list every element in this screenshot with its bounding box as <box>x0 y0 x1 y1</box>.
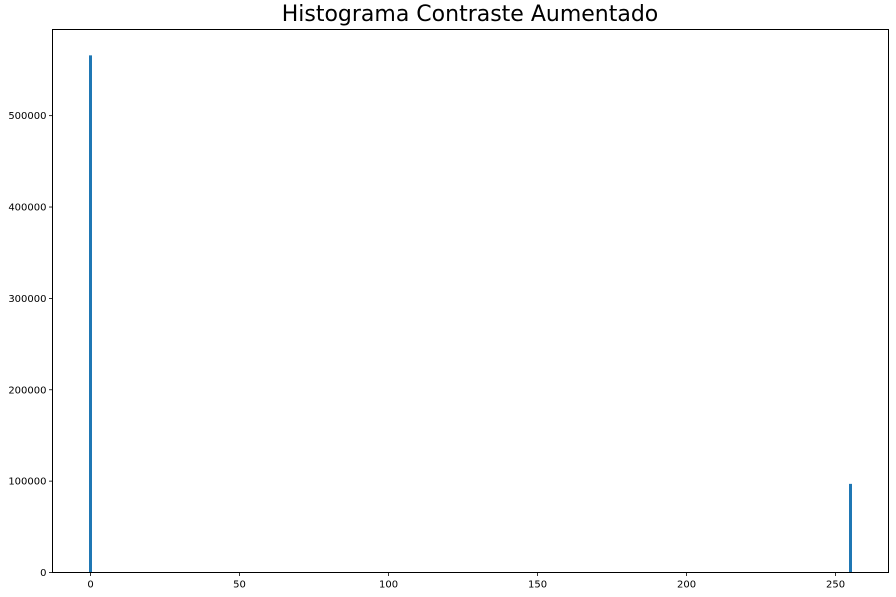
y-tick-label: 400000 <box>8 203 46 214</box>
chart-title: Histograma Contraste Aumentado <box>281 2 659 27</box>
histogram-bar <box>849 483 852 573</box>
y-tick-label: 200000 <box>8 385 46 396</box>
y-axis: 0 100000 200000 300000 400000 500000 <box>8 111 53 579</box>
plot-frame <box>52 29 889 573</box>
x-tick-label: 200 <box>677 580 696 591</box>
x-tick-label: 0 <box>87 580 93 591</box>
x-tick-label: 250 <box>826 580 845 591</box>
y-tick-label: 100000 <box>8 477 46 488</box>
x-tick-label: 100 <box>379 580 398 591</box>
y-tick-label: 0 <box>40 568 46 579</box>
bars-layer <box>89 55 852 573</box>
x-tick-label: 50 <box>233 580 246 591</box>
y-tick-label: 300000 <box>8 294 46 305</box>
histogram-bar <box>89 55 92 573</box>
x-axis: 0 50 100 150 200 250 <box>87 572 845 591</box>
x-tick-label: 150 <box>528 580 547 591</box>
y-tick-label: 500000 <box>8 111 46 122</box>
